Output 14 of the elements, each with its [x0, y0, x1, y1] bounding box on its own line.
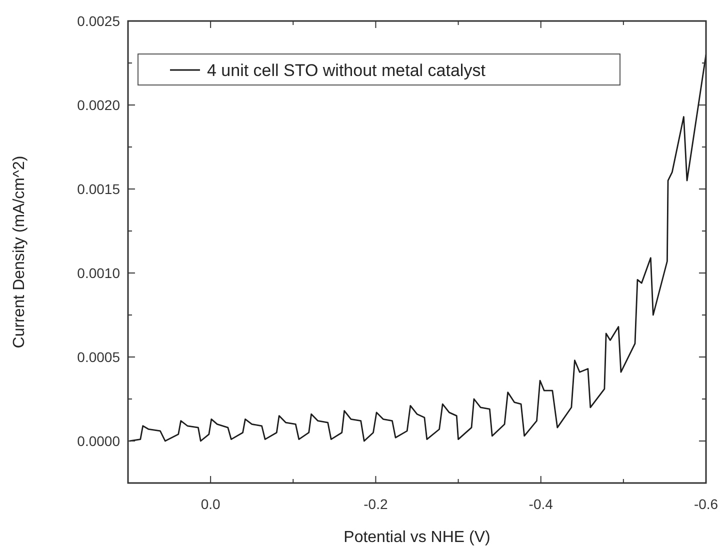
legend-label: 4 unit cell STO without metal catalyst	[207, 61, 486, 80]
y-tick-label: 0.0010	[77, 265, 120, 281]
x-axis-title: Potential vs NHE (V)	[344, 529, 490, 546]
x-tick-label: -0.2	[364, 496, 388, 512]
y-tick-label: 0.0015	[77, 181, 120, 197]
y-tick-label: 0.0025	[77, 13, 120, 29]
y-tick-label: 0.0020	[77, 97, 120, 113]
x-tick-label: 0.0	[200, 496, 221, 512]
y-tick-label: 0.0000	[77, 433, 120, 449]
y-tick-label: 0.0005	[77, 349, 120, 365]
y-axis-title: Current Density (mA/cm^2)	[11, 156, 28, 348]
line-series	[128, 54, 706, 442]
x-tick-label: -0.6	[694, 496, 718, 512]
x-tick-label: -0.4	[528, 496, 554, 512]
